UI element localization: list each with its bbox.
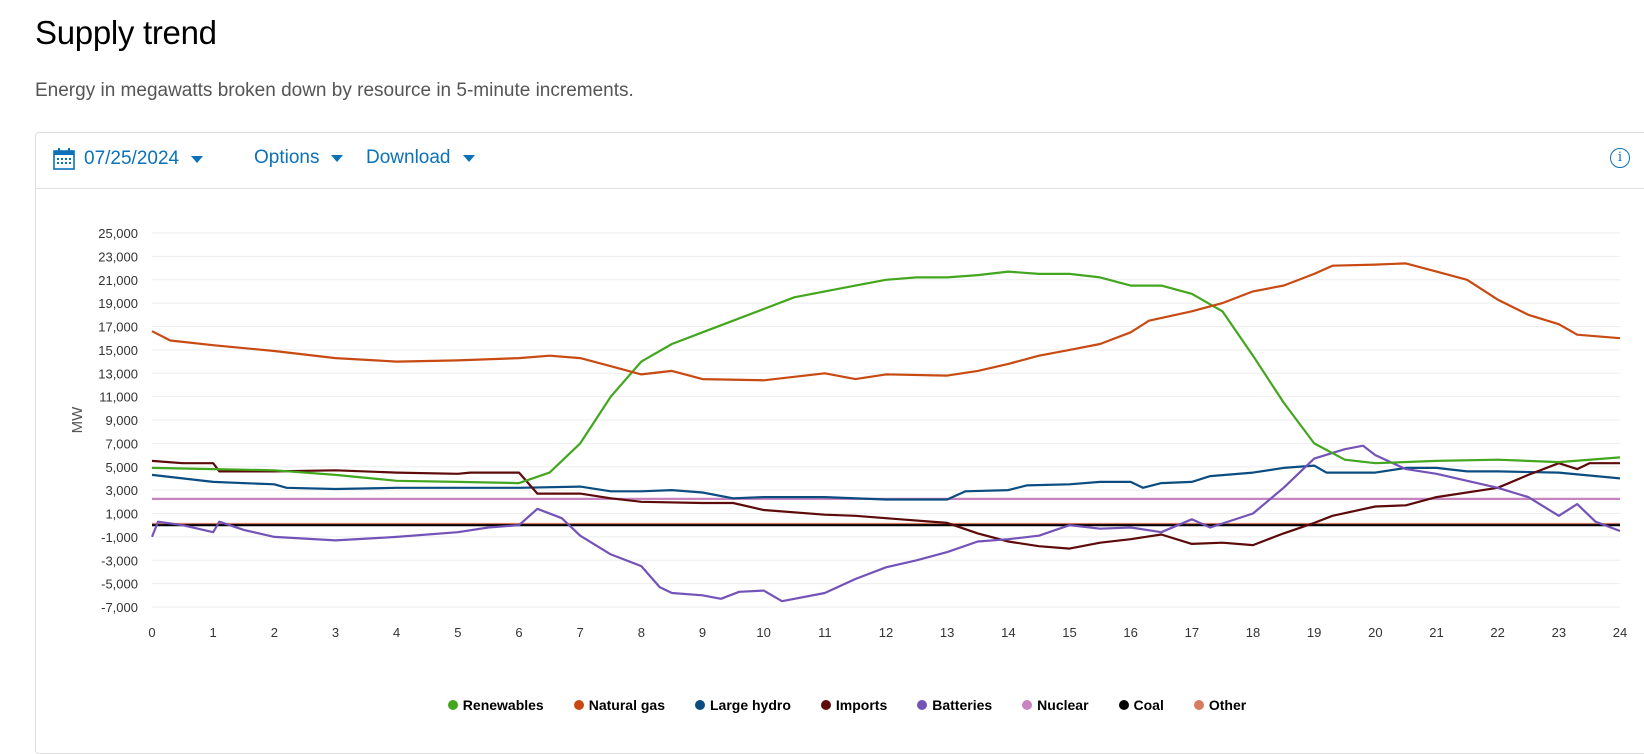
chevron-down-icon	[191, 155, 204, 163]
y-tick-label: 11,000	[99, 390, 138, 405]
y-tick-label: 5,000	[105, 460, 138, 475]
download-label: Download	[366, 147, 451, 168]
legend-label: Imports	[835, 697, 888, 713]
legend-dot-icon	[820, 700, 831, 710]
x-tick-label: 9	[699, 625, 706, 640]
x-tick-label: 21	[1429, 625, 1443, 640]
y-tick-label: 7,000	[105, 436, 138, 451]
x-tick-label: 15	[1062, 625, 1076, 640]
legend-label: Large hydro	[709, 697, 791, 713]
legend-dot-icon	[694, 700, 705, 710]
legend-item-batteries[interactable]: Batteries	[917, 697, 992, 713]
y-tick-label: 3,000	[105, 483, 138, 498]
y-tick-label: -7,000	[101, 600, 138, 615]
options-dropdown[interactable]: Options	[254, 147, 344, 169]
y-tick-label: 23,000	[98, 249, 138, 264]
legend-dot-icon	[1118, 700, 1129, 710]
x-tick-label: 0	[148, 625, 155, 640]
chevron-down-icon	[331, 154, 344, 162]
x-tick-label: 18	[1246, 625, 1260, 640]
legend-item-nuclear[interactable]: Nuclear	[1022, 697, 1089, 713]
series-line-large-hydro	[151, 464, 1621, 501]
y-tick-label: -5,000	[101, 577, 138, 592]
x-tick-label: 8	[638, 625, 645, 640]
x-tick-label: 2	[271, 625, 278, 640]
chart-legend: Renewables Natural gas Large hydro Imports B…	[0, 697, 1644, 713]
y-tick-label: 15,000	[98, 343, 138, 358]
x-tick-label: 12	[879, 625, 893, 640]
x-tick-label: 17	[1185, 625, 1199, 640]
x-tick-label: 19	[1307, 625, 1321, 640]
x-tick-label: 14	[1001, 625, 1015, 640]
legend-item-other[interactable]: Other	[1193, 697, 1247, 713]
y-tick-label: 9,000	[105, 413, 138, 428]
y-tick-label: 19,000	[98, 296, 138, 311]
legend-label: Nuclear	[1037, 697, 1089, 713]
options-label: Options	[254, 147, 320, 168]
date-value: 07/25/2024	[84, 148, 180, 169]
legend-label: Other	[1208, 697, 1247, 713]
series-line-imports	[151, 459, 1620, 550]
legend-item-coal[interactable]: Coal	[1118, 697, 1164, 713]
x-tick-label: 24	[1613, 625, 1627, 640]
legend-label: Natural gas	[588, 697, 665, 713]
chevron-down-icon	[462, 154, 475, 162]
chart-toolbar: 07/25/2024 Options Download i	[36, 133, 1644, 189]
legend-label: Batteries	[932, 697, 993, 713]
y-tick-label: -1,000	[101, 530, 138, 545]
x-tick-label: 4	[393, 625, 400, 640]
x-tick-label: 22	[1490, 625, 1504, 640]
x-tick-label: 7	[577, 625, 584, 640]
y-tick-label: 13,000	[98, 366, 138, 381]
legend-dot-icon	[1022, 700, 1033, 710]
x-tick-label: 20	[1368, 625, 1382, 640]
x-tick-label: 10	[756, 625, 770, 640]
y-tick-label: 17,000	[98, 320, 138, 335]
page-subtitle: Energy in megawatts broken down by resou…	[35, 80, 634, 101]
x-tick-label: 5	[454, 625, 461, 640]
series-line-batteries	[150, 444, 1621, 603]
download-dropdown[interactable]: Download	[366, 147, 475, 169]
legend-dot-icon	[1193, 700, 1204, 710]
y-tick-label: -3,000	[101, 553, 138, 568]
legend-dot-icon	[447, 700, 458, 710]
date-picker[interactable]: 07/25/2024	[52, 147, 204, 171]
legend-label: Coal	[1133, 697, 1164, 713]
legend-item-large-hydro[interactable]: Large hydro	[694, 697, 791, 713]
y-tick-label: 21,000	[98, 273, 138, 288]
y-tick-label: 1,000	[105, 507, 138, 522]
y-axis-label: MW	[69, 406, 86, 433]
y-tick-label: 25,000	[98, 226, 138, 241]
series-line-renewables	[151, 270, 1621, 485]
x-tick-label: 13	[940, 625, 954, 640]
x-tick-label: 3	[332, 625, 339, 640]
page-title: Supply trend	[35, 14, 217, 51]
legend-label: Renewables	[462, 697, 544, 713]
legend-item-renewables[interactable]: Renewables	[447, 697, 544, 713]
x-tick-label: 1	[210, 625, 217, 640]
x-tick-label: 11	[818, 625, 832, 640]
legend-dot-icon	[917, 700, 928, 710]
series-line-natural-gas	[151, 262, 1621, 382]
x-tick-label: 6	[515, 625, 522, 640]
info-icon[interactable]: i	[1610, 148, 1630, 168]
legend-item-imports[interactable]: Imports	[820, 697, 888, 713]
x-tick-label: 16	[1123, 625, 1137, 640]
calendar-icon	[53, 148, 75, 170]
legend-dot-icon	[573, 700, 584, 710]
x-tick-label: 23	[1552, 625, 1566, 640]
legend-item-natural-gas[interactable]: Natural gas	[573, 697, 665, 713]
